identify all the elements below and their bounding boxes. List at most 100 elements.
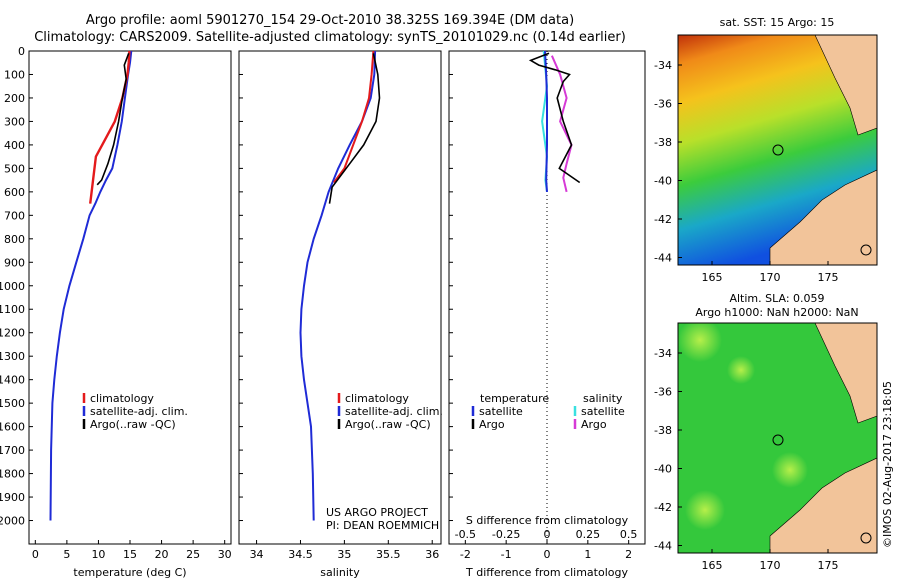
map-lat-label: -40 [654,175,672,188]
y-tick-label: 200 [4,92,25,105]
map-lat-label: -42 [654,213,672,226]
map-lat-label: -44 [654,252,672,265]
x-tick-label-S: 0.5 [620,528,638,541]
x-tick-label: 36 [425,548,439,561]
x-tick-label-T: 0 [544,548,551,561]
y-tick-label: 1000 [0,280,25,293]
y-tick-label: 800 [4,233,25,246]
series-satellite-temperature [49,50,133,521]
series-S-argo [550,55,573,193]
x-tick-label-T: -1 [501,548,512,561]
land-nz-north-top [814,35,877,136]
y-tick-label: 1900 [0,491,25,504]
x-tick-label: 5 [63,548,70,561]
y-tick-label: 900 [4,256,25,269]
legend-label: climatology [90,392,154,405]
s-difference-label: S difference from climatology [466,514,629,527]
land-nz-south-bottom [769,457,877,553]
t-difference-label: T difference from climatology [465,566,628,579]
y-tick-label: 300 [4,115,25,128]
map-lat-label: -34 [654,59,672,72]
argo-marker-bottom [772,434,784,446]
x-tick-label-T: 2 [625,548,632,561]
map-lat-label: -42 [654,501,672,514]
y-tick-label: 700 [4,209,25,222]
series-T-satellite [544,50,548,192]
title-line-2: Climatology: CARS2009. Satellite-adjuste… [34,30,626,45]
x-tick-label: 20 [155,548,169,561]
x-axis-label: temperature (deg C) [73,566,186,579]
y-tick-label: 1700 [0,444,25,457]
y-tick-label: 1500 [0,397,25,410]
x-tick-label: 15 [123,548,137,561]
y-tick-label: 1300 [0,350,25,363]
x-axis-label: salinity [320,566,360,579]
x-tick-label: 30 [218,548,232,561]
map-lat-label: -40 [654,463,672,476]
map-lat-label: -38 [654,136,672,149]
x-tick-label: 35.5 [376,548,401,561]
legend-label: Argo(..raw -QC) [345,418,431,431]
series-climatology-salinity [333,50,375,184]
sla-map [677,322,878,554]
y-tick-label: 1600 [0,421,25,434]
x-tick-label-S: 0.25 [576,528,601,541]
y-tick-label: 600 [4,186,25,199]
title-line-1: Argo profile: aoml 5901270_154 29-Oct-20… [85,13,575,28]
y-tick-label: 500 [4,162,25,175]
map-lat-label: -44 [654,540,672,553]
pi-annotation: PI: DEAN ROEMMICH [326,519,439,532]
panel-temperature [28,50,232,545]
panel-salinity [238,50,442,545]
map-lon-label: 175 [818,271,839,284]
x-tick-label-T: -2 [460,548,471,561]
x-tick-label: 35 [337,548,351,561]
legend-label: satellite [581,405,625,418]
legend-label: Argo [581,418,607,431]
map-lon-label: 170 [760,271,781,284]
legend-label: climatology [345,392,409,405]
x-tick-label-S: -0.5 [455,528,476,541]
y-tick-label: 0 [18,45,25,58]
map-lat-label: -34 [654,347,672,360]
legend-label: Argo [479,418,505,431]
y-tick-label: 100 [4,68,25,81]
x-tick-label: 10 [91,548,105,561]
y-tick-label: 1800 [0,468,25,481]
x-tick-label: 25 [186,548,200,561]
sst-map-title: sat. SST: 15 Argo: 15 [720,16,835,29]
map-lat-label: -36 [654,386,672,399]
land-nz-south-top [769,169,877,265]
map-lon-label: 165 [702,271,723,284]
map-lon-label: 175 [818,559,839,572]
x-tick-label-S: -0.25 [492,528,520,541]
legend-label: satellite-adj. clim. [345,405,443,418]
project-annotation: US ARGO PROJECT [326,506,428,519]
y-tick-label: 1100 [0,303,25,316]
map-lon-label: 165 [702,559,723,572]
legend-header-salinity: salinity [583,392,623,405]
y-tick-label: 400 [4,139,25,152]
sst-map [677,34,878,266]
series-argo-salinity [328,53,381,204]
argo-marker-top [772,144,784,156]
imos-stamp: ©IMOS 02-Aug-2017 23:18:05 [881,381,894,548]
y-tick-label: 2000 [0,515,25,528]
x-tick-label: 34.5 [288,548,313,561]
sla-map-title-2: Argo h1000: NaN h2000: NaN [695,306,858,319]
x-tick-label-S: 0 [544,528,551,541]
legend-header-temperature: temperature [480,392,549,405]
map-lat-label: -38 [654,424,672,437]
sla-map-title-1: Altim. SLA: 0.059 [729,292,824,305]
series-argo-temperature [96,53,130,186]
y-tick-label: 1400 [0,374,25,387]
series-satellite-salinity [299,50,377,521]
series-T-argo [528,52,581,184]
land-nz-north-bottom [814,323,877,424]
x-tick-label: 0 [32,548,39,561]
legend-label: Argo(..raw -QC) [90,418,176,431]
map-lon-label: 170 [760,559,781,572]
series-climatology-temperature [89,50,131,204]
x-tick-label: 34 [250,548,264,561]
